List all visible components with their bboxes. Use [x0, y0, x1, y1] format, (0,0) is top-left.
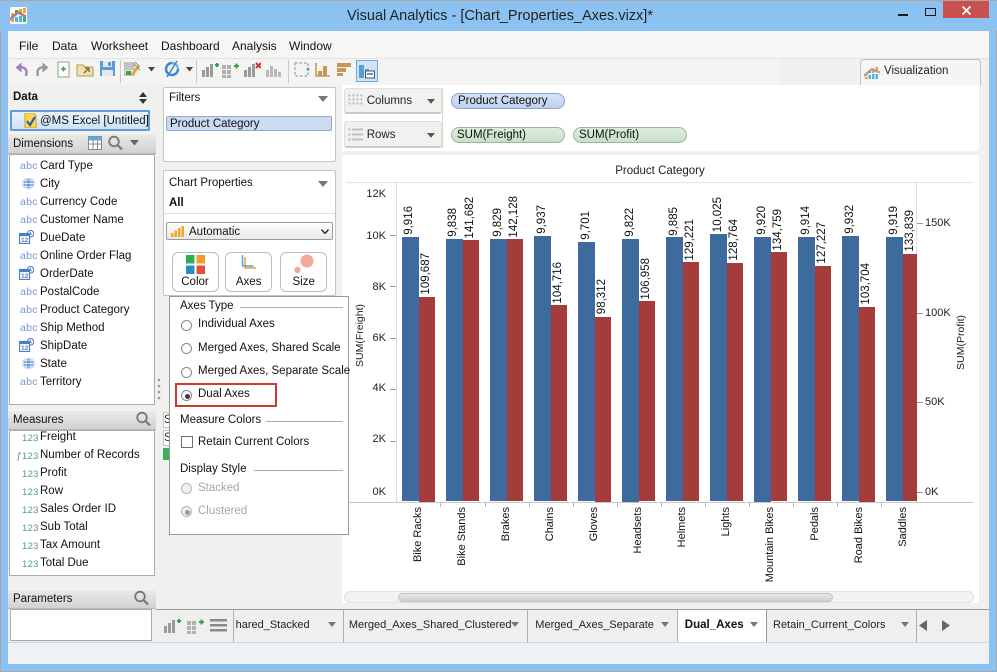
svg-text:12: 12 [21, 345, 29, 352]
svg-text:12: 12 [21, 273, 29, 280]
svg-text:12: 12 [21, 237, 29, 244]
